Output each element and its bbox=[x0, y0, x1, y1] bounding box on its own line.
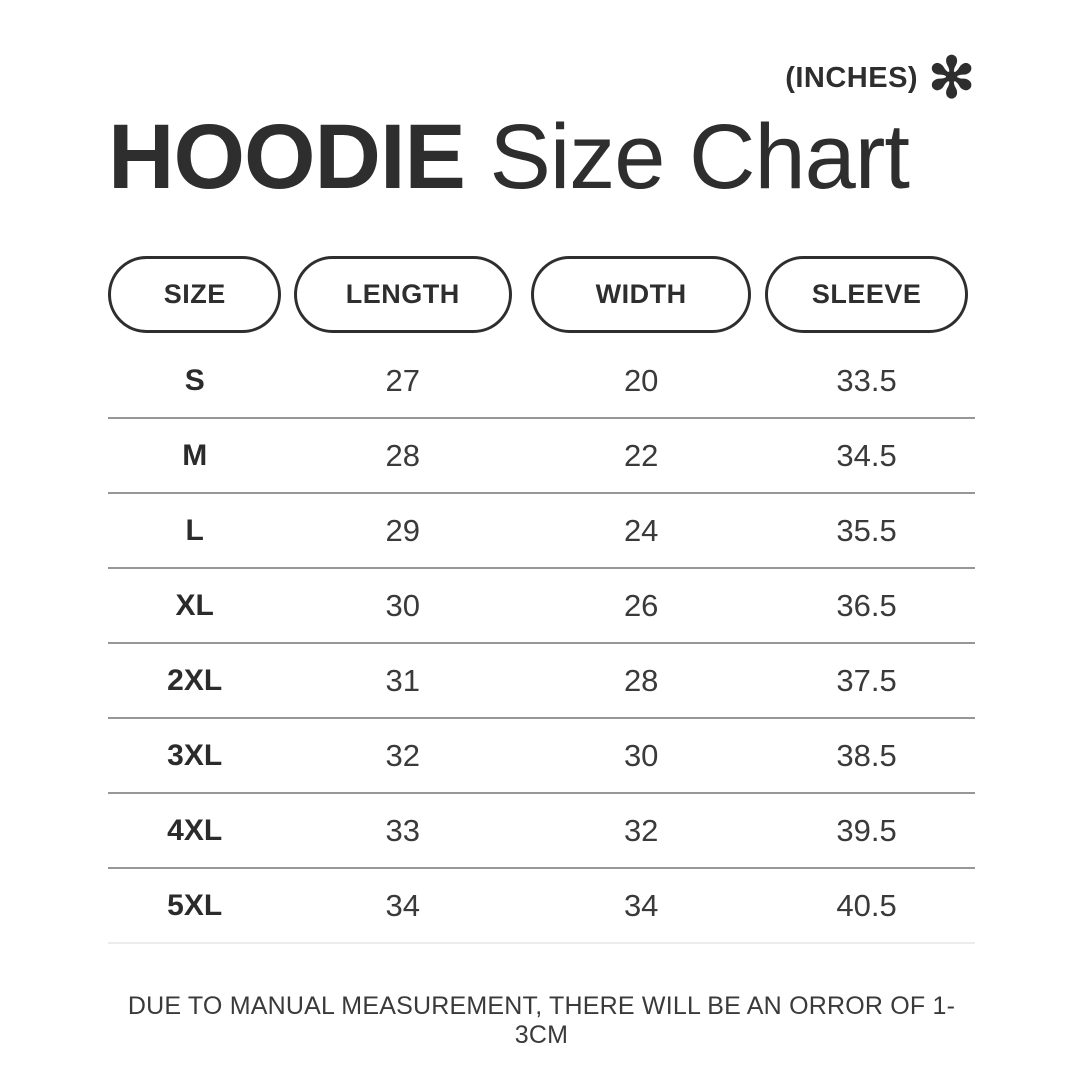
measurement-cell: 36.5 bbox=[836, 587, 897, 623]
asterisk-icon: ✻ bbox=[928, 46, 975, 109]
measurement-cell: 33 bbox=[385, 812, 420, 848]
column-header-length: LENGTH bbox=[293, 256, 512, 333]
measurement-cell: 39.5 bbox=[836, 812, 897, 848]
table-row: S 27 20 33.5 bbox=[108, 344, 975, 419]
table-row: 2XL 31 28 37.5 bbox=[108, 644, 975, 719]
measurement-cell: 33.5 bbox=[836, 362, 897, 398]
size-cell: S bbox=[184, 363, 205, 397]
page-title: HOODIE Size Chart bbox=[108, 108, 975, 206]
page-title-product: HOODIE bbox=[108, 106, 466, 208]
units-row: (INCHES) ✻ bbox=[108, 46, 975, 109]
column-header-size: SIZE bbox=[108, 256, 282, 333]
size-cell: XL bbox=[175, 588, 214, 622]
size-table-body: S 27 20 33.5 M 28 22 34.5 L 29 24 35.5 XL 30 26 36.5 2XL… bbox=[108, 344, 975, 944]
measurement-cell: 40.5 bbox=[836, 887, 897, 923]
measurement-cell: 31 bbox=[385, 662, 420, 698]
measurement-cell: 28 bbox=[385, 437, 420, 473]
table-row: L 29 24 35.5 bbox=[108, 494, 975, 569]
measurement-cell: 26 bbox=[623, 587, 659, 623]
measurement-cell: 22 bbox=[623, 437, 659, 473]
column-header-width: WIDTH bbox=[531, 256, 752, 333]
measurement-cell: 28 bbox=[623, 662, 659, 698]
size-cell: 2XL bbox=[167, 663, 223, 697]
size-cell: 3XL bbox=[167, 738, 223, 772]
table-row: 3XL 32 30 38.5 bbox=[108, 719, 975, 794]
size-cell: 5XL bbox=[167, 888, 223, 922]
table-row: XL 30 26 36.5 bbox=[108, 569, 975, 644]
header-cell-length: LENGTH bbox=[281, 256, 524, 333]
header-cell-size: SIZE bbox=[108, 256, 282, 333]
measurement-cell: 34.5 bbox=[836, 437, 897, 473]
table-row: 5XL 34 34 40.5 bbox=[108, 869, 975, 944]
measurement-cell: 37.5 bbox=[836, 662, 897, 698]
size-cell: L bbox=[185, 513, 204, 547]
table-row: M 28 22 34.5 bbox=[108, 419, 975, 494]
table-row: 4XL 33 32 39.5 bbox=[108, 794, 975, 869]
measurement-cell: 24 bbox=[623, 512, 659, 548]
header-cell-sleeve: SLEEVE bbox=[758, 256, 975, 333]
page-title-suffix: Size Chart bbox=[464, 106, 910, 208]
measurement-note: DUE TO MANUAL MEASUREMENT, THERE WILL BE… bbox=[127, 992, 956, 1049]
size-cell: 4XL bbox=[167, 813, 223, 847]
measurement-cell: 30 bbox=[385, 587, 420, 623]
measurement-cell: 32 bbox=[385, 737, 420, 773]
measurement-cell: 29 bbox=[385, 512, 420, 548]
size-cell: M bbox=[182, 438, 208, 472]
header-cell-width: WIDTH bbox=[524, 256, 758, 333]
units-label: (INCHES) bbox=[785, 61, 919, 94]
measurement-cell: 35.5 bbox=[836, 512, 897, 548]
column-header-sleeve: SLEEVE bbox=[764, 256, 969, 333]
measurement-cell: 32 bbox=[623, 812, 659, 848]
measurement-cell: 20 bbox=[623, 362, 659, 398]
measurement-cell: 30 bbox=[623, 737, 659, 773]
measurement-cell: 27 bbox=[385, 362, 420, 398]
measurement-cell: 34 bbox=[385, 887, 420, 923]
measurement-cell: 38.5 bbox=[836, 737, 897, 773]
measurement-cell: 34 bbox=[623, 887, 659, 923]
table-header-row: SIZE LENGTH WIDTH SLEEVE bbox=[108, 256, 975, 333]
